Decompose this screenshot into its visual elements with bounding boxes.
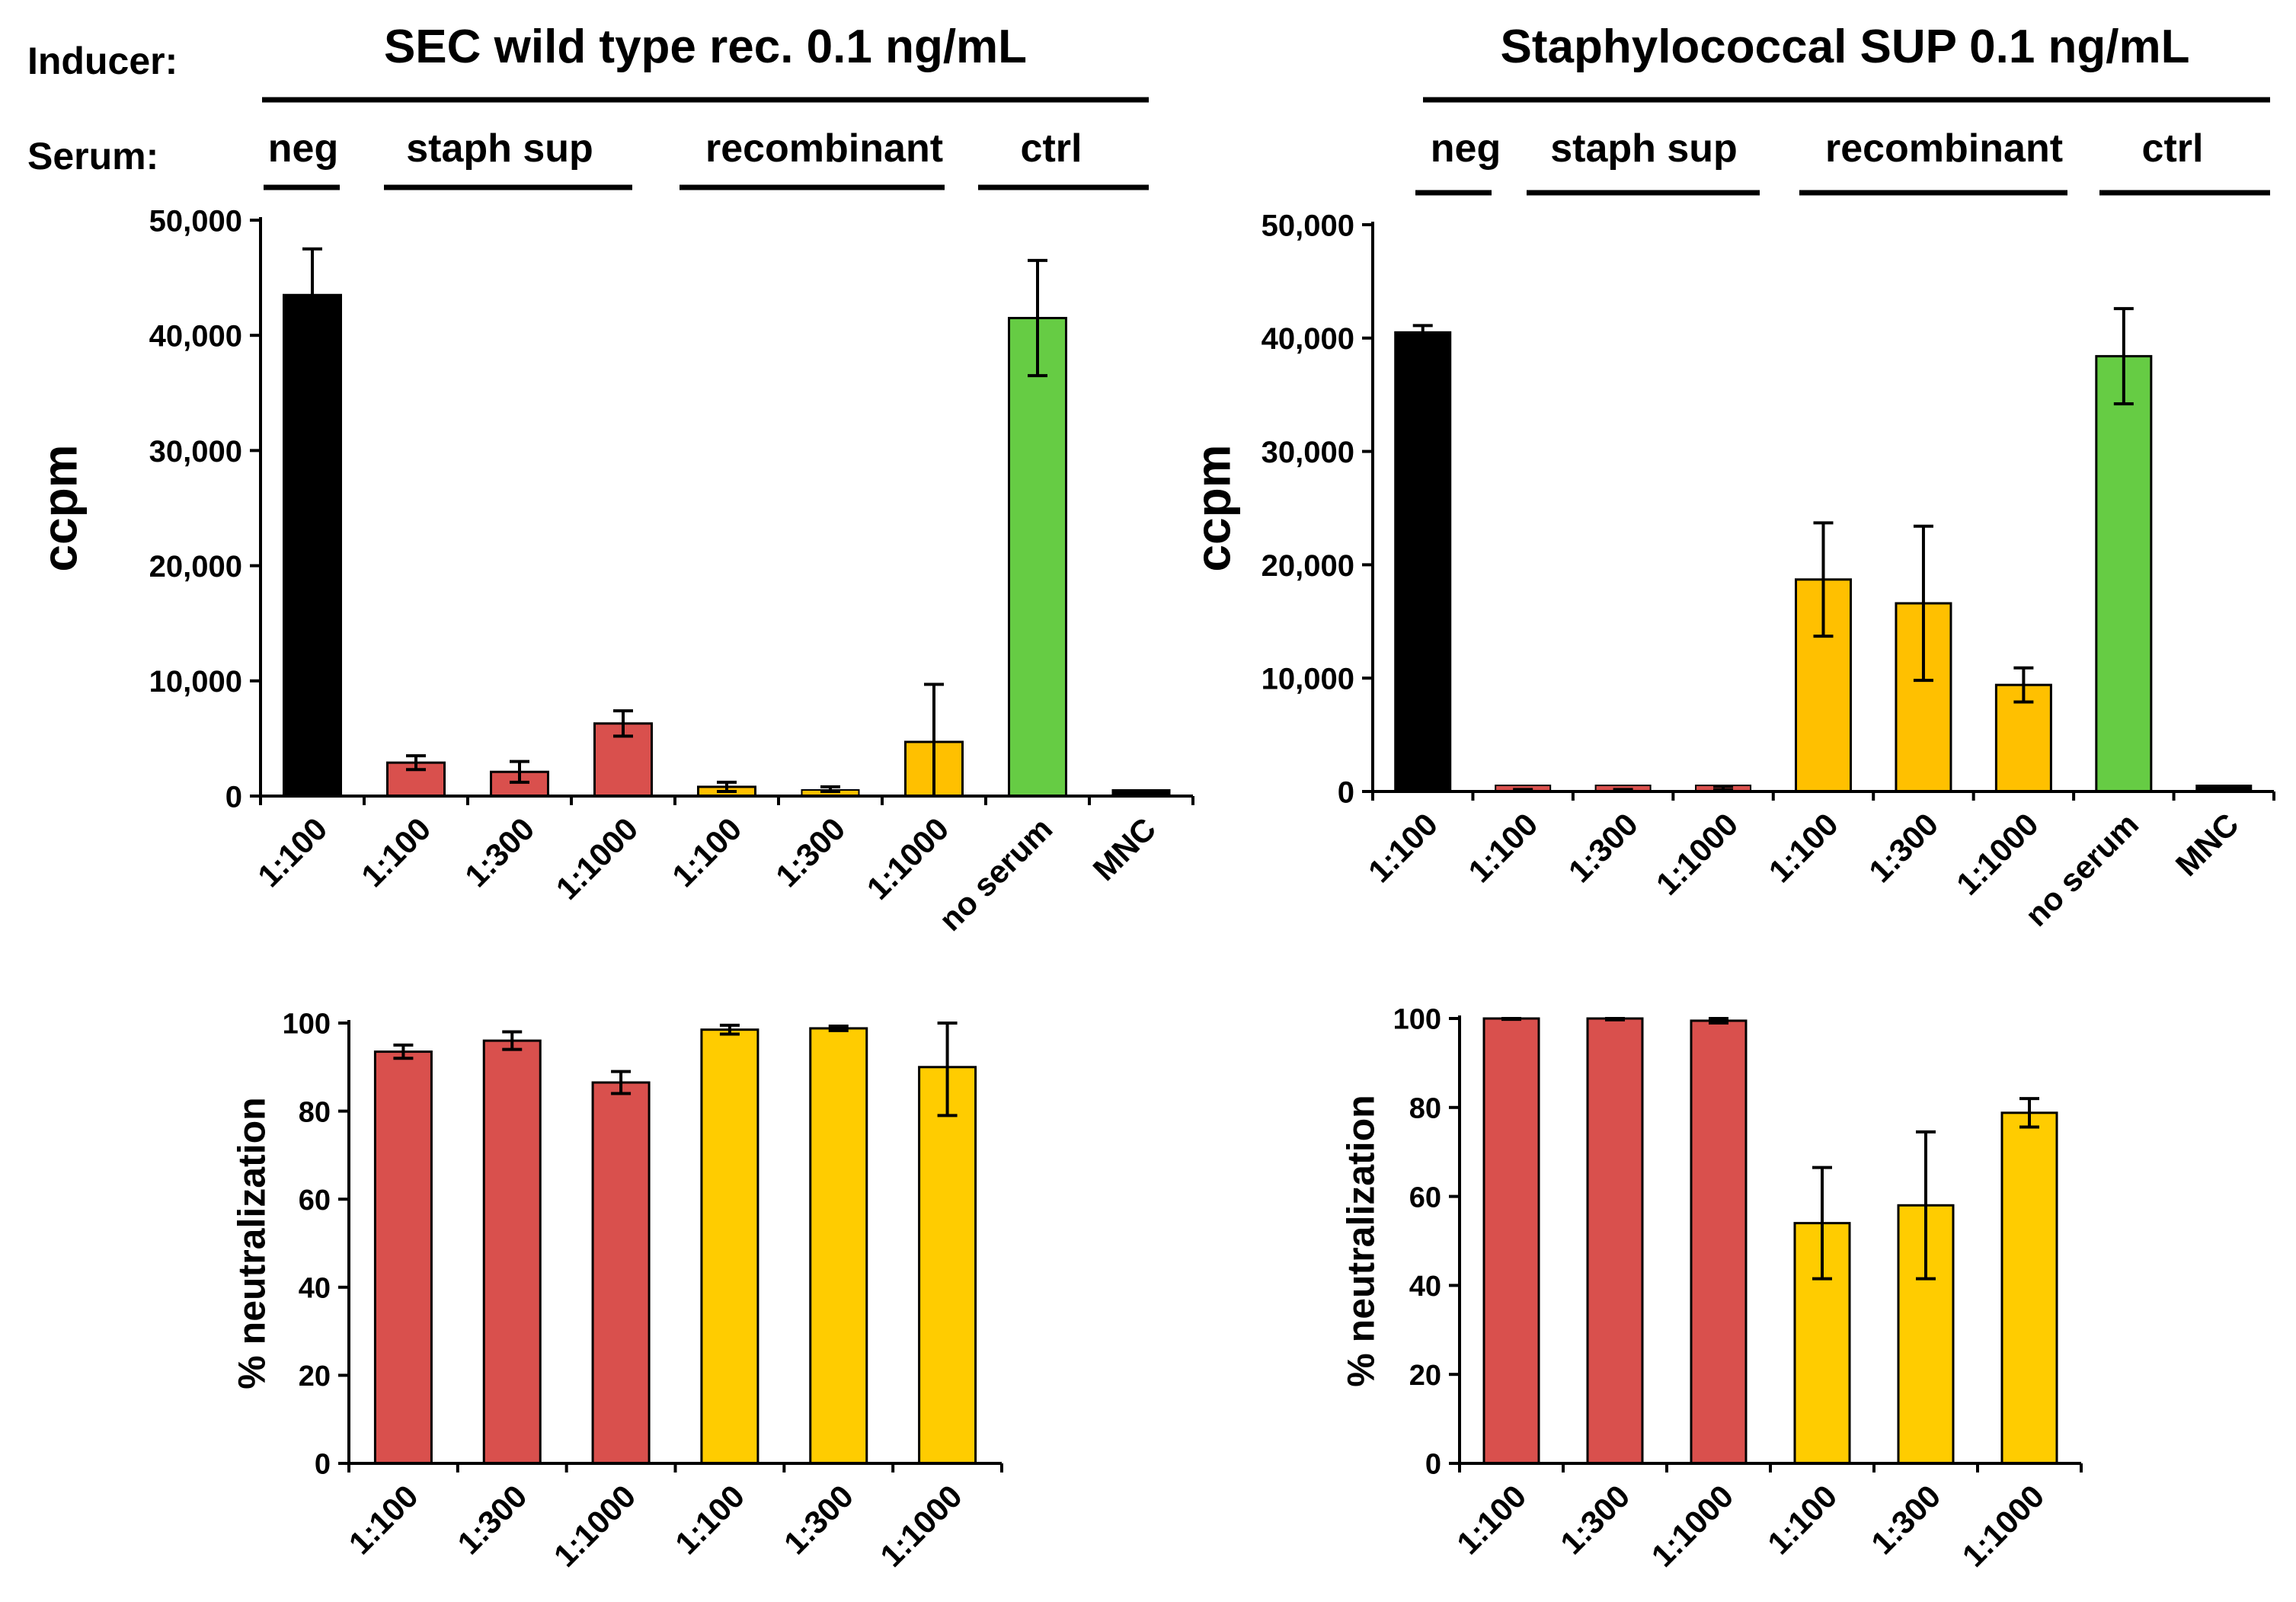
y-tick-label: 0 xyxy=(1338,775,1354,809)
category-label: 1:1000 xyxy=(860,811,956,907)
right-serum-ctrl: ctrl xyxy=(2142,126,2204,171)
category-label: 1:100 xyxy=(1760,1478,1844,1561)
category-label: 1:300 xyxy=(1562,806,1645,889)
y-tick-label: 80 xyxy=(299,1096,331,1128)
y-axis-label: % neutralization xyxy=(1340,1095,1383,1386)
y-tick-label: 20,000 xyxy=(1262,549,1354,583)
y-axis-label: ccpm xyxy=(32,444,87,571)
category-label: 1:300 xyxy=(1864,1478,1947,1561)
bar xyxy=(1895,602,1952,793)
y-tick-label: 40 xyxy=(1409,1271,1441,1303)
right-serum-neg: neg xyxy=(1431,126,1501,171)
category-label: 1:1000 xyxy=(547,1478,643,1574)
category-label: 1:100 xyxy=(251,811,334,894)
category-label: 1:300 xyxy=(1862,806,1945,889)
y-tick-label: 100 xyxy=(283,1009,331,1041)
category-label: 1:1000 xyxy=(873,1478,969,1574)
category-label: 1:100 xyxy=(1461,806,1544,889)
category-label: 1:1000 xyxy=(1949,806,2045,902)
category-label: 1:300 xyxy=(777,1478,860,1561)
y-tick-label: 40,000 xyxy=(149,320,242,353)
bar xyxy=(1482,1017,1540,1465)
y-axis-label: ccpm xyxy=(1185,444,1240,571)
y-tick-label: 50,000 xyxy=(149,204,242,238)
y-tick-label: 40 xyxy=(299,1272,331,1304)
category-label: 1:1000 xyxy=(1649,806,1745,902)
category-label: 1:100 xyxy=(1450,1478,1533,1561)
right-header: Staphylococcal SUP 0.1 ng/mL neg staph s… xyxy=(1415,21,2270,196)
category-label: 1:300 xyxy=(458,811,541,894)
y-tick-label: 20,000 xyxy=(149,550,242,584)
category-label: 1:100 xyxy=(668,1478,751,1561)
category-label: MNC xyxy=(2169,806,2246,883)
right-serum-staph: staph sup xyxy=(1550,126,1738,171)
bar xyxy=(700,1028,759,1465)
y-tick-label: 80 xyxy=(1409,1092,1441,1124)
left-serum-recombinant: recombinant xyxy=(705,126,943,171)
bar xyxy=(591,1081,651,1465)
category-label: 1:100 xyxy=(354,811,437,894)
category-label: 1:300 xyxy=(1553,1478,1636,1561)
category-label: no serum xyxy=(932,811,1059,938)
y-tick-label: 60 xyxy=(1409,1182,1441,1213)
y-tick-label: 20 xyxy=(299,1361,331,1393)
right-serum-recombinant: recombinant xyxy=(1825,126,2063,171)
y-tick-label: 10,000 xyxy=(1262,663,1354,696)
bar xyxy=(1008,317,1067,798)
y-tick-label: 20 xyxy=(1409,1360,1441,1392)
y-tick-label: 30,000 xyxy=(149,435,242,468)
serum-row-label: Serum: xyxy=(27,135,158,177)
y-tick-label: 0 xyxy=(225,780,242,814)
category-label: 1:100 xyxy=(342,1478,425,1561)
inducer-row-label: Inducer: xyxy=(27,40,177,82)
category-label: 1:100 xyxy=(1361,806,1444,889)
y-tick-label: 10,000 xyxy=(149,665,242,699)
y-tick-label: 0 xyxy=(1425,1449,1441,1481)
category-label: 1:100 xyxy=(665,811,748,894)
y-tick-label: 30,000 xyxy=(1262,436,1354,469)
category-label: MNC xyxy=(1086,811,1162,887)
bar xyxy=(1690,1019,1748,1465)
left-header: SEC wild type rec. 0.1 ng/mL neg staph s… xyxy=(262,21,1149,190)
category-label: 1:300 xyxy=(769,811,852,894)
y-tick-label: 100 xyxy=(1393,1004,1441,1036)
y-tick-label: 0 xyxy=(315,1449,331,1481)
category-label: 1:1000 xyxy=(1955,1478,2051,1574)
right-inducer-title: Staphylococcal SUP 0.1 ng/mL xyxy=(1500,21,2189,73)
left-serum-ctrl: ctrl xyxy=(1021,126,1082,171)
left-serum-neg: neg xyxy=(268,126,338,171)
bar xyxy=(1394,331,1452,793)
bar xyxy=(809,1027,868,1465)
category-label: 1:1000 xyxy=(549,811,645,907)
chart-top-left: 0 10,000 20,000 30,000 40,000 50,000 ccpm 1:100… xyxy=(32,204,1194,938)
bar xyxy=(482,1039,542,1465)
bar xyxy=(2095,355,2153,793)
category-label: 1:300 xyxy=(450,1478,533,1561)
bar xyxy=(2000,1111,2058,1465)
bar xyxy=(918,1066,977,1465)
y-tick-label: 40,000 xyxy=(1262,322,1354,356)
y-tick-label: 50,000 xyxy=(1262,209,1354,242)
left-inducer-title: SEC wild type rec. 0.1 ng/mL xyxy=(384,21,1027,73)
y-axis-label: % neutralization xyxy=(231,1097,273,1389)
bar xyxy=(283,293,342,798)
category-label: 1:1000 xyxy=(1645,1478,1741,1574)
chart-top-right: 0 10,000 20,000 30,000 40,000 50,000 ccpm 1:100… xyxy=(1185,209,2275,933)
bar xyxy=(1586,1017,1644,1465)
bar xyxy=(373,1050,433,1465)
category-label: 1:100 xyxy=(1762,806,1845,889)
y-tick-label: 60 xyxy=(299,1185,331,1217)
left-serum-staph: staph sup xyxy=(406,126,593,171)
